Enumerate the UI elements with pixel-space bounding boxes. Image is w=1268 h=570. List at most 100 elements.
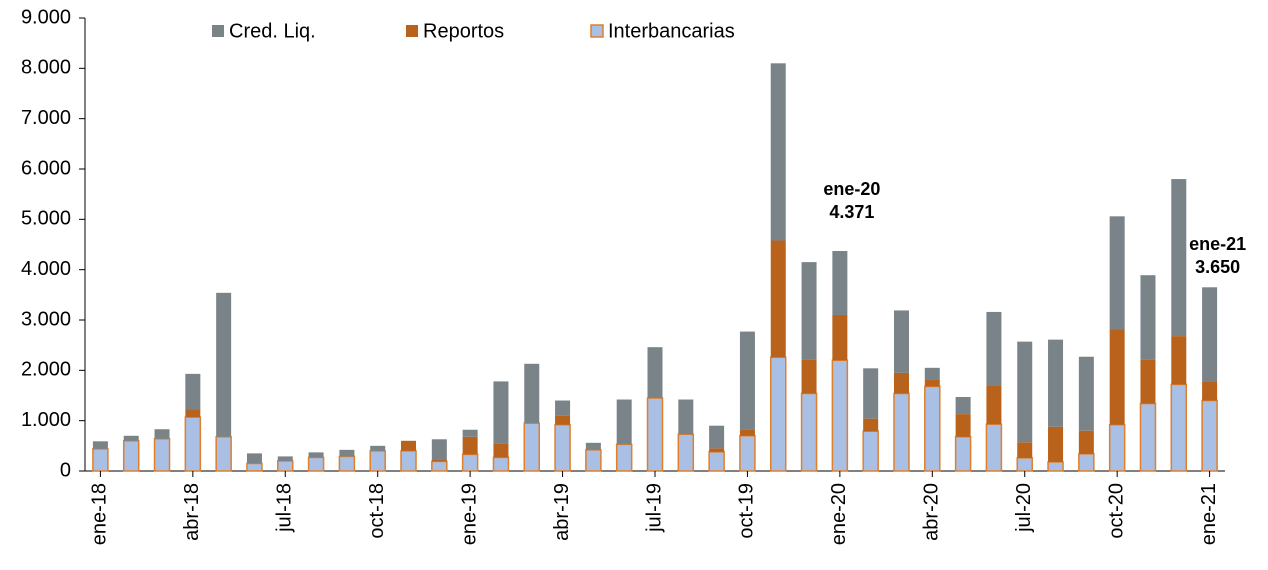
- x-tick-label: abr-19: [551, 483, 573, 541]
- bar-segment: [277, 460, 294, 472]
- bar-segment: [154, 429, 170, 439]
- bar-segment: [739, 331, 755, 430]
- annotation: 3.650: [1195, 257, 1240, 277]
- bar-segment: [893, 372, 909, 394]
- bar-segment: [709, 425, 725, 449]
- bar-segment: [401, 440, 417, 451]
- bar-segment: [955, 414, 971, 437]
- bar-segment: [246, 462, 263, 472]
- bar-segment: [739, 429, 755, 436]
- bar-segment: [769, 356, 787, 472]
- bar-segment: [524, 363, 540, 424]
- bar-segment: [893, 392, 910, 472]
- bar-segment: [92, 441, 108, 449]
- bar-segment: [801, 359, 817, 394]
- bar-segment: [832, 250, 848, 315]
- y-tick-label: 2.000: [21, 359, 71, 381]
- bar-segment: [770, 63, 786, 241]
- bar-segment: [493, 381, 509, 444]
- bar-segment: [616, 399, 632, 445]
- bar-segment: [338, 455, 356, 472]
- legend-label: Interbancarias: [608, 20, 735, 42]
- bar-segment: [1078, 356, 1094, 431]
- bar-segment: [184, 416, 202, 472]
- bar-segment: [462, 429, 478, 437]
- bar-segment: [92, 448, 109, 472]
- y-tick-label: 6.000: [21, 157, 71, 179]
- bar-segment: [1202, 287, 1218, 382]
- bar-segment: [863, 418, 879, 432]
- bar-segment: [678, 399, 694, 435]
- x-tick-label: ene-21: [1198, 483, 1220, 545]
- x-tick-label: jul-18: [274, 483, 296, 533]
- y-tick-label: 7.000: [21, 107, 71, 129]
- bar-segment: [1047, 461, 1064, 472]
- x-tick-label: oct-18: [366, 483, 388, 539]
- bar-segment: [122, 440, 140, 472]
- bar-segment: [555, 400, 571, 416]
- bar-segment: [216, 292, 232, 437]
- bar-segment: [431, 460, 448, 472]
- bar-segment: [1048, 426, 1064, 462]
- bar-segment: [1078, 453, 1095, 472]
- legend-label: Reportos: [423, 20, 504, 42]
- bar-segment: [1171, 179, 1187, 337]
- legend-swatch: [590, 24, 604, 38]
- bar-segment: [307, 456, 325, 472]
- bar-segment: [431, 439, 447, 460]
- x-tick-label: jul-19: [643, 483, 665, 533]
- bar-segment: [924, 367, 940, 380]
- annotation: 4.371: [829, 202, 874, 222]
- bar-segment: [1171, 336, 1187, 385]
- bar-segment: [523, 422, 541, 472]
- x-tick-label: abr-20: [921, 483, 943, 541]
- bar-segment: [492, 456, 510, 472]
- bar-segment: [770, 240, 786, 358]
- bar-segment: [831, 359, 849, 472]
- x-tick-label: ene-20: [828, 483, 850, 545]
- bar-segment: [893, 310, 909, 373]
- x-tick-label: abr-18: [181, 483, 203, 541]
- x-tick-label: ene-18: [89, 483, 111, 545]
- bar-segment: [1201, 399, 1218, 472]
- bar-segment: [1017, 442, 1033, 458]
- bar-segment: [985, 423, 1003, 472]
- bar-segment: [493, 443, 509, 458]
- bar-segment: [431, 459, 447, 462]
- bar-segment: [369, 450, 386, 472]
- bar-segment: [123, 435, 139, 441]
- bar-segment: [924, 385, 941, 472]
- annotation: ene-20: [823, 179, 880, 199]
- y-tick-label: 3.000: [21, 308, 71, 330]
- y-tick-label: 0: [60, 459, 71, 481]
- bar-segment: [215, 436, 232, 472]
- bar-segment: [246, 453, 262, 464]
- bar-segment: [646, 397, 664, 472]
- bar-segment: [709, 448, 725, 452]
- bar-segment: [1017, 341, 1033, 443]
- bar-segment: [185, 373, 201, 410]
- bar-segment: [647, 347, 663, 399]
- bar-segment: [370, 445, 386, 451]
- bar-segment: [1048, 339, 1064, 427]
- bar-segment: [153, 438, 171, 472]
- y-tick-label: 5.000: [21, 208, 71, 230]
- bar-segment: [954, 436, 972, 472]
- y-tick-label: 9.000: [21, 6, 71, 28]
- bar-segment: [462, 436, 478, 455]
- bar-segment: [1109, 216, 1125, 330]
- x-tick-label: oct-19: [736, 483, 758, 539]
- bar-segment: [1170, 383, 1188, 472]
- bar-segment: [1140, 359, 1156, 404]
- bar-segment: [1140, 275, 1156, 360]
- y-tick-label: 1.000: [21, 409, 71, 431]
- bar-segment: [1109, 329, 1125, 425]
- bar-segment: [924, 379, 940, 387]
- bar-segment: [1139, 402, 1157, 472]
- bar-segment: [339, 449, 355, 457]
- bar-segment: [461, 453, 479, 472]
- bar-segment: [739, 435, 756, 472]
- bar-segment: [801, 262, 817, 360]
- bar-segment: [1202, 381, 1218, 401]
